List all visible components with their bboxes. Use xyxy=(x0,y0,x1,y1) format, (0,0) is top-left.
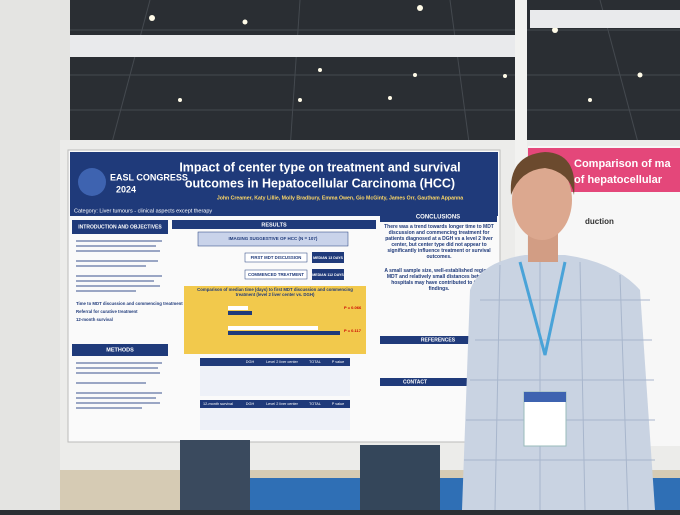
section-title: METHODS xyxy=(106,347,134,353)
median-text: MEDIAN 13 DAYS xyxy=(313,256,343,260)
table-header: DGH xyxy=(246,402,255,406)
table-header: TOTAL xyxy=(309,360,321,364)
panel-bar xyxy=(228,306,248,310)
section-header xyxy=(380,336,497,344)
table-header: Level 2 liver center xyxy=(266,402,299,406)
chart-panel xyxy=(184,286,366,354)
wall-panel xyxy=(0,0,70,510)
ceiling-grid xyxy=(0,0,680,151)
poster-authors: John Creamer, Katy Lillie, Molly Bradbur… xyxy=(217,195,463,201)
table-header: P value xyxy=(332,402,345,406)
section-header xyxy=(380,212,497,222)
intro-point: 12-month survival xyxy=(76,317,113,322)
intro-point: Referral for curative treatment xyxy=(76,309,138,314)
conclusion-wrap: A small sample size, well-established re… xyxy=(384,268,494,292)
congress-name: EASL CONGRESS xyxy=(110,172,188,182)
body-text-lines xyxy=(76,362,162,409)
section-header xyxy=(72,220,168,234)
conclusion-text: There was a trend towards longer time to… xyxy=(384,224,494,260)
badge-header xyxy=(524,392,566,402)
chart-title-wrap: Comparison of median time (days) to firs… xyxy=(197,287,353,297)
face xyxy=(512,160,572,240)
table-header-row xyxy=(200,358,350,366)
lanyard xyxy=(518,261,567,356)
body-text-lines xyxy=(76,240,162,292)
logo xyxy=(78,168,106,196)
section-header xyxy=(172,220,376,229)
table-header: TOTAL xyxy=(309,402,321,406)
section-title: CONTACT xyxy=(403,379,427,385)
wall-beam xyxy=(530,10,680,28)
section-header xyxy=(380,378,497,386)
ceiling-lights xyxy=(149,5,643,102)
section-header xyxy=(72,344,168,356)
result-box-text: COMMENCED TREATMENT xyxy=(248,272,304,277)
table-header: DGH xyxy=(246,360,255,364)
section-title: REFERENCES xyxy=(421,337,456,343)
median-box xyxy=(312,252,344,263)
result-box-text: FIRST MDT DISCUSSION xyxy=(251,255,302,260)
congress-year: 2024 xyxy=(116,184,136,194)
conclusion-text: A small sample size, well-established re… xyxy=(384,268,494,292)
table-header: P value xyxy=(332,360,345,364)
section-title: RESULTS xyxy=(261,222,287,228)
neighbor-section: duction xyxy=(585,217,614,226)
p-value: P = 0.117 xyxy=(344,328,362,333)
median-box xyxy=(312,269,344,280)
shirt xyxy=(462,255,655,510)
section-title: CONCLUSIONS xyxy=(416,215,460,221)
p-value: P = 0.066 xyxy=(344,305,362,310)
neighbor-title: Comparison of ma xyxy=(574,158,671,170)
table-header: 12-month survival xyxy=(203,402,233,406)
background-person xyxy=(360,445,440,510)
intro-point: Time to MDT discussion and commencing tr… xyxy=(76,301,183,306)
hair xyxy=(510,152,575,195)
result-box xyxy=(197,231,349,247)
panel-bar xyxy=(228,326,318,330)
result-box xyxy=(244,252,308,263)
poster-category: Category: Liver tumours - clinical aspec… xyxy=(74,208,212,214)
section-title: INTRODUCTION AND OBJECTIVES xyxy=(78,224,162,230)
poster-title: outcomes in Hepatocellular Carcinoma (HC… xyxy=(185,176,455,190)
chart-title: Comparison of median time (days) to firs… xyxy=(197,287,353,297)
result-box xyxy=(244,269,308,280)
conclusion-wrap: There was a trend towards longer time to… xyxy=(384,224,494,260)
poster-header xyxy=(70,152,498,216)
panel-bar xyxy=(228,331,340,335)
background-person xyxy=(180,440,250,510)
median-text: MEDIAN 112 DAYS xyxy=(312,273,344,277)
table-header-row xyxy=(200,400,350,408)
table-header: Level 2 liver center xyxy=(266,360,299,364)
panel-bar xyxy=(228,311,252,315)
poster-title: Impact of center type on treatment and s… xyxy=(179,160,460,174)
neighbor-title: of hepatocellular xyxy=(574,174,663,186)
wall-beam xyxy=(60,35,515,57)
result-box-text: IMAGING SUGGESTIVE OF HCC (N = 107) xyxy=(229,236,318,241)
